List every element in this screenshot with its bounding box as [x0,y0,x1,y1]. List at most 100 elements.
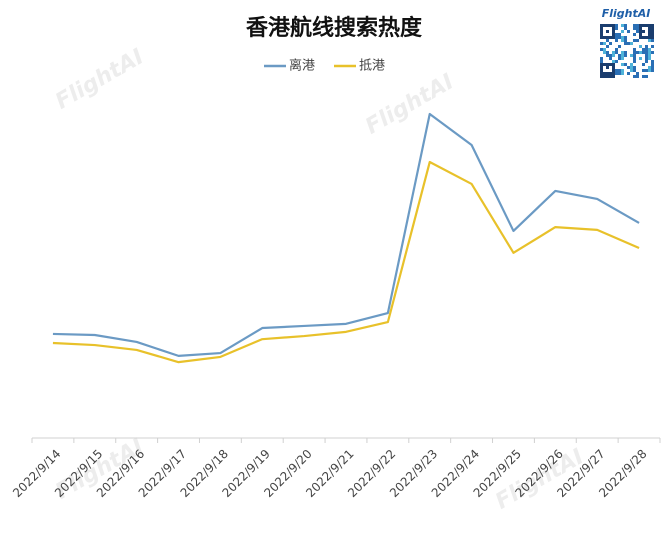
qr-cell [633,69,636,72]
qr-cell [633,39,636,42]
qr-cell [612,51,615,54]
qr-cell [648,30,651,33]
qr-cell [600,27,603,30]
qr-cell [618,45,621,48]
qr-cell [648,66,651,69]
qr-cell [618,54,621,57]
qr-cell [615,60,618,63]
qr-cell [615,24,618,27]
watermark: FlightAI [361,69,458,139]
qr-cell [627,42,630,45]
qr-cell [612,63,615,66]
qr-cell [600,24,603,27]
qr-cell [627,66,630,69]
qr-cell [639,51,642,54]
qr-cell [633,33,636,36]
qr-cell [645,45,648,48]
qr-cell [618,36,621,39]
qr-cell [615,69,618,72]
qr-cell [612,24,615,27]
qr-cell [600,57,603,60]
qr-cell [615,39,618,42]
qr-cell [618,33,621,36]
qr-cell [615,36,618,39]
qr-cell [609,42,612,45]
qr-cell [600,66,603,69]
qr-cell [606,66,609,69]
qr-cell [633,57,636,60]
qr-cell [633,24,636,27]
legend-label: 离港 [289,58,315,74]
qr-cell [630,63,633,66]
qr-cell [606,51,609,54]
qr-cell [600,69,603,72]
qr-cell [633,51,636,54]
qr-cell [648,39,651,42]
qr-cell [606,75,609,78]
qr-cell [609,72,612,75]
qr-cell [600,36,603,39]
qr-cell [651,51,654,54]
qr-cell [621,36,624,39]
series-line [52,112,640,357]
qr-cell [606,36,609,39]
qr-cell [642,69,645,72]
qr-cell [645,57,648,60]
qr-cell [606,39,609,42]
qr-cell [609,24,612,27]
qr-cell [624,24,627,27]
qr-cell [639,24,642,27]
qr-cell [642,51,645,54]
qr-cell [603,42,606,45]
qr-cell [636,75,639,78]
qr-cell [645,51,648,54]
qr-cell [636,39,639,42]
qr-cell [600,33,603,36]
qr-cell [642,30,645,33]
qr-cell [600,75,603,78]
qr-cell [648,54,651,57]
qr-cell [612,60,615,63]
qr-cell [648,33,651,36]
qr-cell [621,63,624,66]
qr-cell [615,48,618,51]
qr-cell [633,27,636,30]
qr-cell [606,30,609,33]
qr-cell [603,72,606,75]
qr-cell [612,75,615,78]
qr-cell [651,24,654,27]
qr-cell [600,60,603,63]
qr-cell [612,27,615,30]
qr-cell [624,63,627,66]
qr-cell [648,36,651,39]
qr-cell [636,30,639,33]
qr-cell [615,33,618,36]
qr-cell [600,63,603,66]
qr-cell [648,24,651,27]
qr-cell [603,63,606,66]
qr-cell [651,63,654,66]
qr-cell [648,48,651,51]
qr-cell [651,45,654,48]
qr-cell [636,27,639,30]
qr-cell [639,30,642,33]
qr-cell [606,45,609,48]
qr-cell [609,54,612,57]
qr-cell [612,33,615,36]
qr-cell [615,72,618,75]
qr-cell [633,66,636,69]
qr-cell [603,36,606,39]
watermark: FlightAI [51,44,148,114]
qr-cell [633,75,636,78]
qr-cell [642,75,645,78]
qr-cell [603,75,606,78]
qr-cell [603,24,606,27]
qr-cell [633,54,636,57]
qr-cell [621,51,624,54]
qr-cell [603,51,606,54]
qr-cell [606,24,609,27]
legend-label: 抵港 [359,59,385,74]
qr-cell [651,33,654,36]
qr-cell [624,51,627,54]
qr-cell [630,54,633,57]
